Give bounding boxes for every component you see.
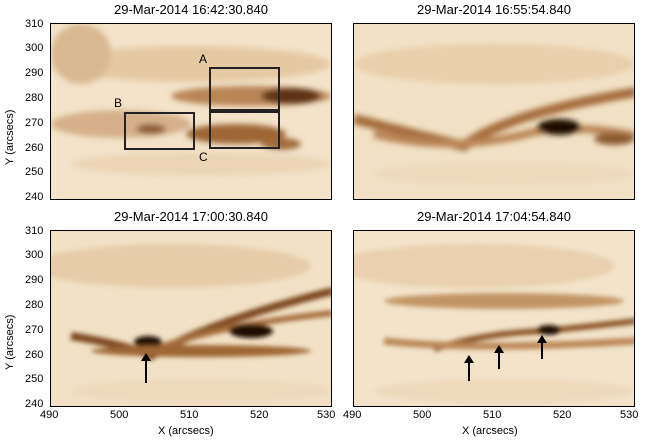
xtick-510-right: 510 [483, 409, 502, 421]
region-box-a [209, 67, 280, 111]
panel-title-1: 29-Mar-2014 16:42:30.840 [114, 2, 268, 17]
ytick-260-top: 260 [25, 142, 44, 154]
ytick-290-bottom: 290 [25, 274, 44, 286]
image-panel-1 [50, 23, 332, 200]
region-box-c [209, 111, 280, 149]
ytick-250-top: 250 [25, 166, 44, 178]
region-box-b [124, 112, 195, 150]
panel-title-3: 29-Mar-2014 17:00:30.840 [114, 209, 268, 224]
image-panel-4 [353, 230, 635, 407]
xtick-520-left: 520 [250, 409, 269, 421]
ytick-240-bottom: 240 [25, 398, 44, 410]
ytick-290-top: 290 [25, 67, 44, 79]
y-axis-title-top: Y (arcsecs) [4, 109, 16, 165]
ytick-280-bottom: 280 [25, 299, 44, 311]
xtick-490-left: 490 [40, 409, 59, 421]
ytick-280-top: 280 [25, 92, 44, 104]
ytick-240-top: 240 [25, 191, 44, 203]
xtick-520-right: 520 [553, 409, 572, 421]
xtick-490-right: 490 [343, 409, 362, 421]
y-axis-title-bottom: Y (arcsecs) [4, 314, 16, 370]
box-label-a: A [199, 52, 208, 66]
ytick-310-top: 310 [25, 18, 44, 30]
image-panel-2 [353, 23, 635, 200]
ytick-250-bottom: 250 [25, 373, 44, 385]
ytick-270-bottom: 270 [25, 324, 44, 336]
panel-title-2: 29-Mar-2014 16:55:54.840 [417, 2, 571, 17]
xtick-530-left: 530 [317, 409, 336, 421]
box-label-c: C [199, 150, 208, 164]
xtick-500-left: 500 [110, 409, 129, 421]
x-axis-title-left: X (arcsecs) [158, 425, 214, 437]
ytick-270-top: 270 [25, 117, 44, 129]
ytick-300-bottom: 300 [25, 249, 44, 261]
panel-title-4: 29-Mar-2014 17:04:54.840 [417, 209, 571, 224]
ytick-260-bottom: 260 [25, 349, 44, 361]
x-axis-title-right: X (arcsecs) [462, 425, 518, 437]
ytick-300-top: 300 [25, 42, 44, 54]
xtick-510-left: 510 [180, 409, 199, 421]
xtick-500-right: 500 [413, 409, 432, 421]
ytick-310-bottom: 310 [25, 225, 44, 237]
image-panel-3 [50, 230, 332, 407]
box-label-b: B [114, 96, 123, 110]
xtick-530-right: 530 [620, 409, 639, 421]
